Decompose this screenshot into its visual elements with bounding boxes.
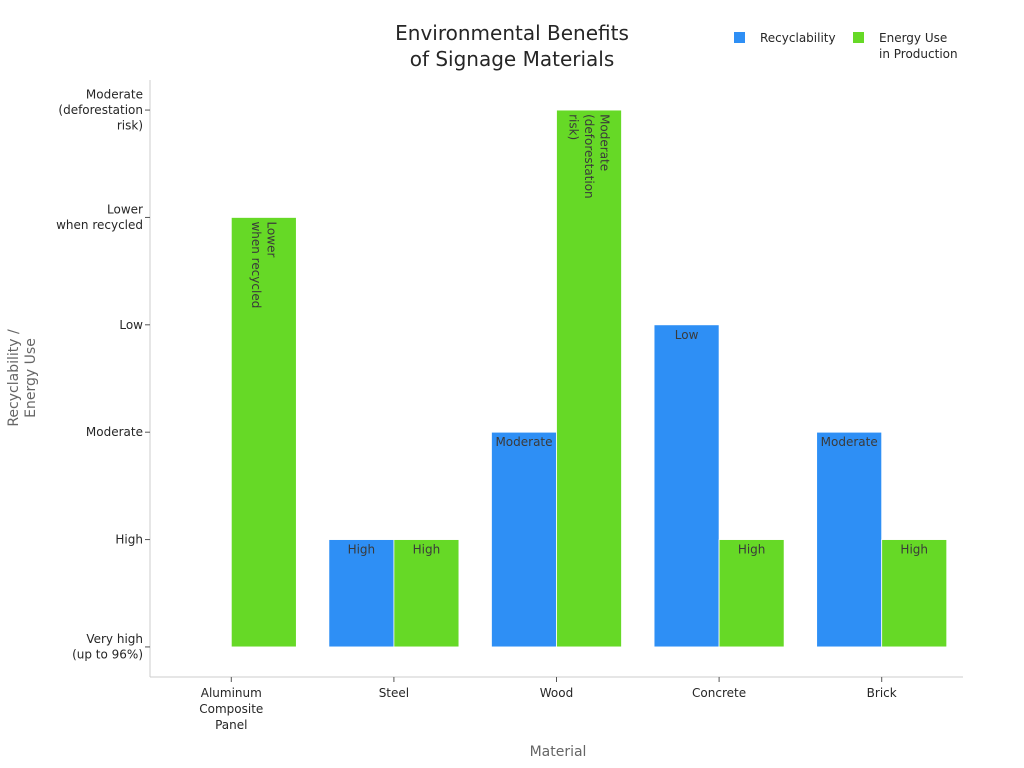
bar-value-label: Moderate [495,435,552,449]
bar-value-label: High [900,543,928,557]
x-tick-label: Brick [867,686,897,700]
y-axis-label-line-2: Energy Use [23,338,39,418]
y-tick-label: Low [119,318,143,332]
bar [881,539,948,648]
legend-label: Recyclability [760,31,836,45]
bar-value-label: High [738,543,766,557]
bar [230,217,297,648]
bars-group [230,109,948,648]
bar-value-label: High [413,543,441,557]
chart-title-line-2: of Signage Materials [410,47,615,71]
x-tick-label: Wood [540,686,573,700]
bar-value-label-line: risk) [567,114,581,140]
x-tick-label: Panel [215,718,247,732]
x-tick-label: Composite [199,702,263,716]
bar [718,539,785,648]
y-axis-ticks: Very high (up to 96%) High Moderate Low Lower… [56,88,150,662]
bar-value-label-line: (deforestation [582,114,596,199]
y-tick-label: Moderate [86,425,143,439]
y-tick-label: (deforestation [58,103,143,117]
y-tick-label: Lower [107,203,143,217]
x-axis-ticks: Aluminum Composite Panel Steel Wood Concrete B… [199,677,897,732]
x-tick-label: Aluminum [201,686,262,700]
bar [328,539,395,648]
bar [491,431,557,648]
bar-value-label: Low [675,328,699,342]
bar [816,431,883,648]
y-tick-label: risk) [117,119,143,133]
x-tick-label: Concrete [692,686,746,700]
legend-label: Energy Use [879,31,947,45]
legend-swatch [734,32,745,43]
bar [556,109,622,648]
legend-swatch [853,32,864,43]
y-axis-label: Recyclability / Energy Use [6,329,39,427]
y-tick-label: High [115,533,143,547]
bar-value-label: High [348,543,376,557]
bar-value-label-line: Lower [265,221,279,257]
x-tick-label: Steel [379,686,409,700]
chart-title-line-1: Environmental Benefits [395,21,629,45]
y-tick-label: (up to 96%) [72,648,143,662]
y-tick-label: Very high [86,632,143,646]
bar-value-label-line: Moderate [598,114,612,171]
y-axis-label-line-1: Recyclability / [6,329,22,427]
bar-value-label: Moderate [821,435,878,449]
y-tick-label: Moderate [86,88,143,102]
y-tick-label: when recycled [56,218,143,232]
legend: Recyclability Energy Use in Production [734,31,958,61]
bar [653,324,720,648]
bar-value-label-line: when recycled [249,221,263,308]
x-axis-label: Material [530,744,587,760]
legend-label: in Production [879,47,958,61]
bar [393,539,460,648]
